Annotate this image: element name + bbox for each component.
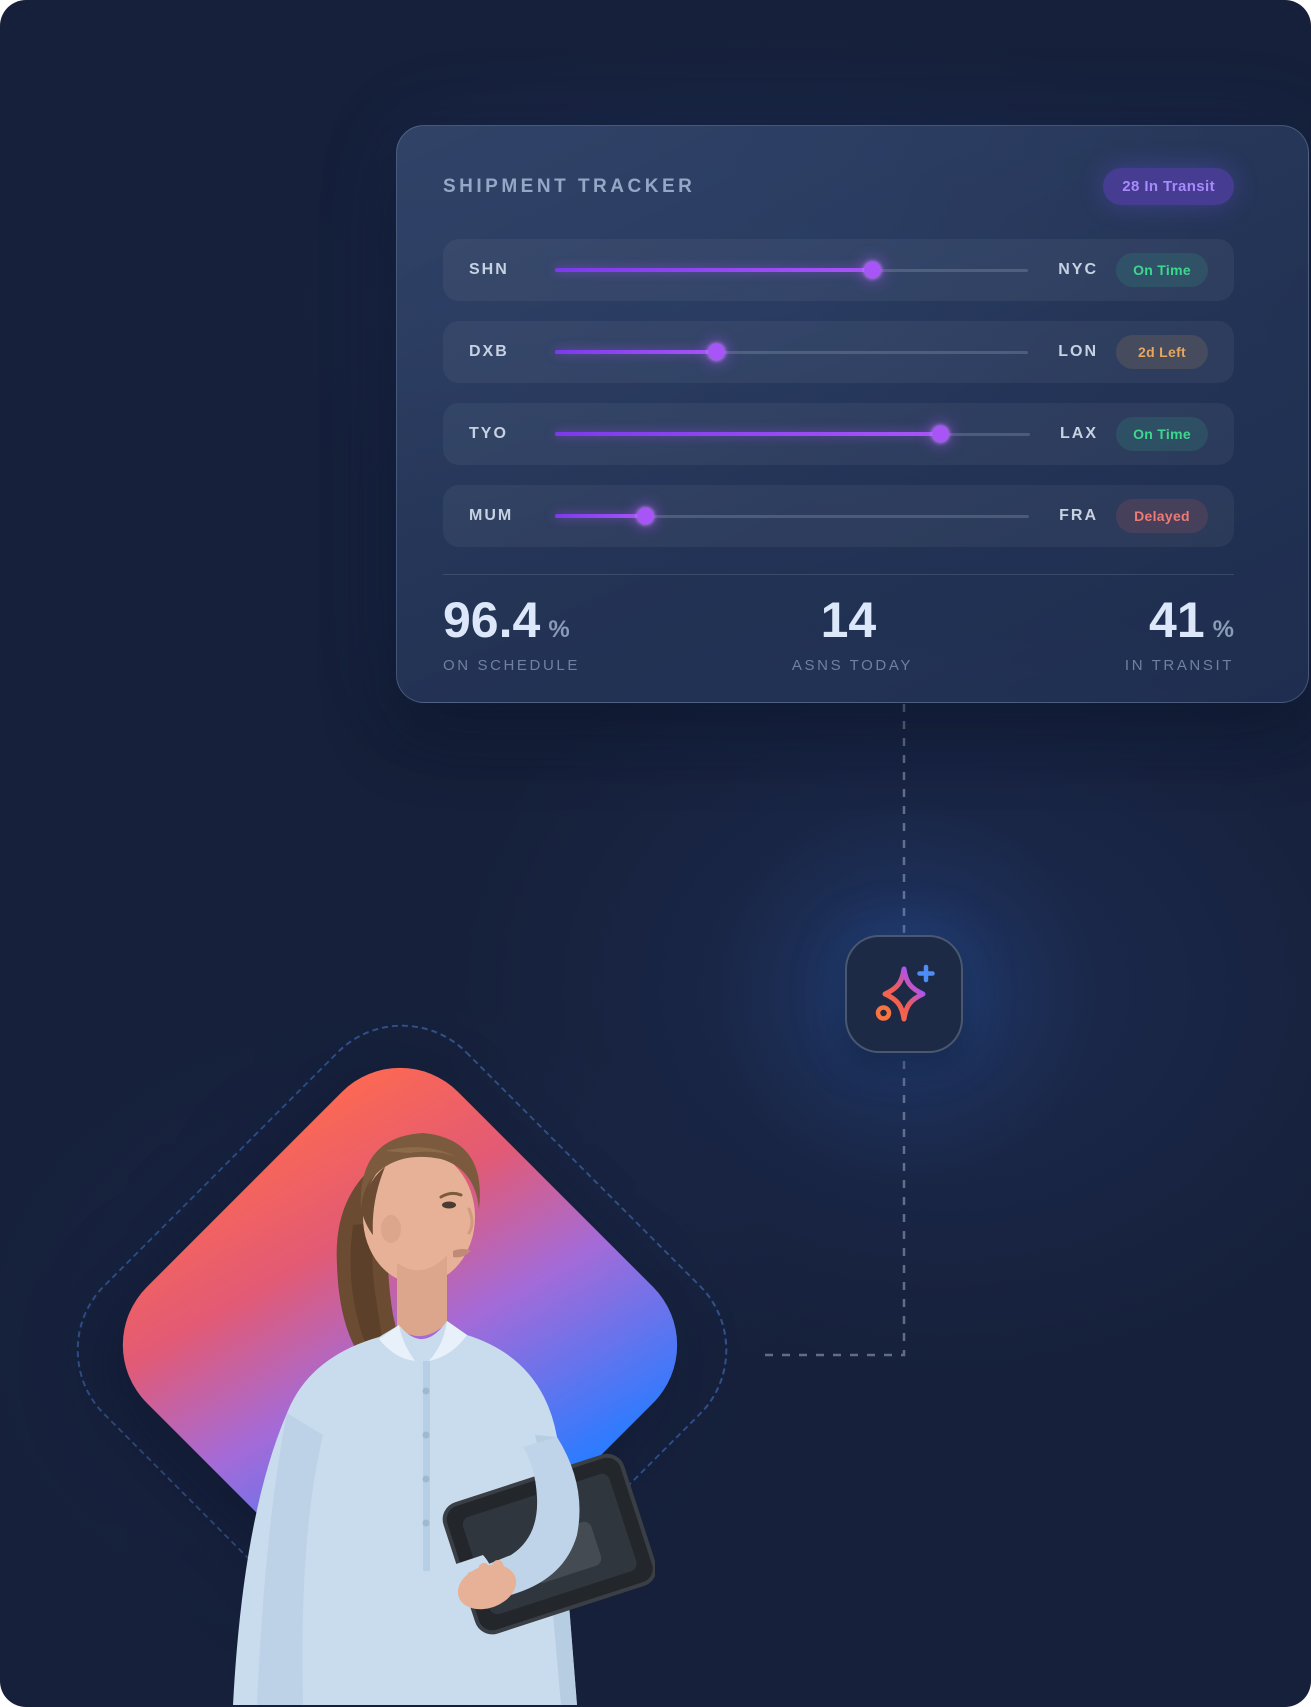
stat-on-schedule: 96.4 % ON SCHEDULE [443, 595, 580, 674]
progress-fill [555, 261, 882, 279]
status-badge: 2d Left [1116, 335, 1208, 369]
slider-handle[interactable] [931, 425, 949, 443]
stat-in-transit: 41 % IN TRANSIT [1125, 595, 1234, 674]
shipment-rows: SHN NYC On Time DXB LON 2d Left [443, 239, 1234, 547]
worker-photo [233, 1133, 655, 1705]
progress-track [555, 261, 1029, 279]
ai-sparkle-icon [875, 964, 935, 1022]
slider-handle[interactable] [637, 507, 655, 525]
card-title: SHIPMENT TRACKER [443, 175, 696, 197]
destination-label: FRA [1059, 507, 1098, 524]
origin-label: MUM [469, 507, 514, 524]
stat-value: 41 [1149, 592, 1205, 648]
progress-fill [555, 343, 725, 361]
status-badge: On Time [1116, 417, 1208, 451]
stat-value: 96.4 [443, 592, 541, 648]
stat-value: 14 [820, 592, 877, 648]
stat-label: ON SCHEDULE [443, 657, 580, 674]
in-transit-count-badge: 28 In Transit [1103, 168, 1234, 205]
stat-suffix: % [1212, 616, 1234, 643]
stat-label: IN TRANSIT [1124, 657, 1234, 674]
shipment-row: MUM FRA Delayed [443, 485, 1234, 547]
shipment-row: TYO LAX On Time [443, 403, 1234, 465]
shipment-row: SHN NYC On Time [443, 239, 1234, 301]
status-badge: Delayed [1116, 499, 1208, 533]
stat-asns-today: 14 ASNS TODAY [792, 595, 913, 674]
origin-label: DXB [469, 343, 509, 360]
stat-suffix: % [548, 616, 570, 643]
shipment-tracker-card: SHIPMENT TRACKER 28 In Transit SHN NYC O… [396, 125, 1309, 703]
status-badge: On Time [1116, 253, 1208, 287]
card-header: SHIPMENT TRACKER 28 In Transit [443, 126, 1234, 205]
divider [443, 574, 1234, 575]
origin-label: SHN [469, 261, 509, 278]
shipment-row: DXB LON 2d Left [443, 321, 1234, 383]
progress-fill [555, 425, 949, 443]
ai-sparkle-box [845, 935, 963, 1053]
origin-label: TYO [469, 425, 508, 442]
progress-track [555, 425, 1030, 443]
destination-label: LON [1058, 343, 1098, 360]
stat-label: ASNS TODAY [791, 657, 913, 674]
progress-fill [555, 507, 655, 525]
slider-handle[interactable] [864, 261, 882, 279]
destination-label: LAX [1060, 425, 1098, 442]
slider-handle[interactable] [707, 343, 725, 361]
destination-label: NYC [1058, 261, 1098, 278]
progress-track [555, 507, 1030, 525]
stats-row: 96.4 % ON SCHEDULE 14 ASNS TODAY 41 % [443, 595, 1234, 674]
progress-track [555, 343, 1029, 361]
